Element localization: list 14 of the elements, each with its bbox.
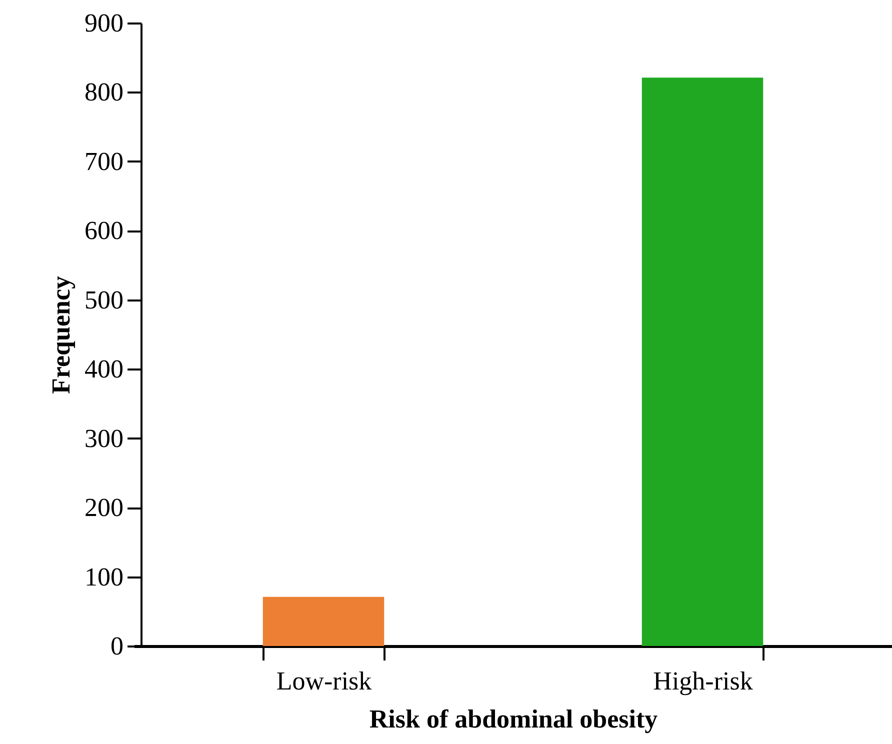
y-tick-label: 700 — [84, 146, 124, 176]
x-tick-label: Low-risk — [276, 666, 372, 696]
x-tick-label: High-risk — [653, 666, 753, 696]
y-tick-label: 0 — [110, 632, 124, 660]
y-tick-label: 100 — [84, 562, 124, 592]
y-axis-title: Frequency — [46, 276, 76, 394]
y-tick-label: 500 — [84, 285, 124, 314]
x-axis-title: Risk of abdominal obesity — [369, 704, 658, 734]
y-tick-label: 900 — [84, 8, 124, 38]
y-tick-label: 400 — [84, 354, 124, 384]
y-tick-label: 600 — [84, 216, 124, 246]
y-tick-label: 300 — [84, 424, 124, 453]
y-tick-label: 800 — [84, 78, 124, 107]
y-tick-label: 200 — [84, 493, 124, 522]
